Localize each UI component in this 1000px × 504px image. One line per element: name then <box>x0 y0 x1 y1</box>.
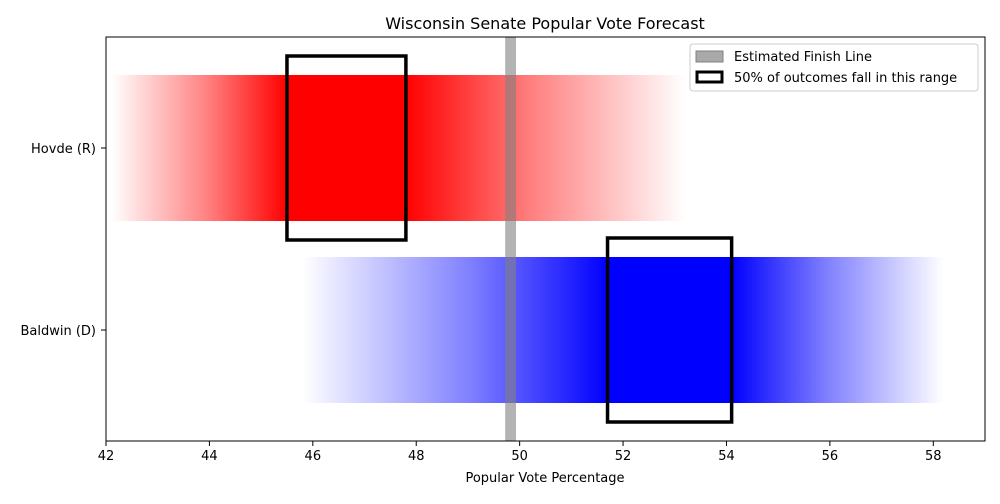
x-tick-label: 46 <box>305 449 322 464</box>
finish-line-band <box>505 37 517 441</box>
legend-range-label: 50% of outcomes fall in this range <box>734 71 957 86</box>
legend-frame <box>689 43 979 92</box>
x-tick-label: 54 <box>718 449 735 464</box>
y-tick-label-baldwin: Baldwin (D) <box>20 324 96 339</box>
distribution-bar-hovde <box>111 75 686 221</box>
x-tick-label: 48 <box>408 449 425 464</box>
legend: Estimated Finish Line 50% of outcomes fa… <box>689 43 979 92</box>
y-tick-label-hovde: Hovde (R) <box>31 142 96 157</box>
x-tick-label: 42 <box>98 449 115 464</box>
legend-finish-line-label: Estimated Finish Line <box>734 50 872 65</box>
x-tick-label: 56 <box>822 449 839 464</box>
iqr-box-hovde <box>285 54 408 242</box>
distribution-bar-baldwin <box>302 257 944 403</box>
x-axis-label: Popular Vote Percentage <box>465 471 624 486</box>
x-tick-label: 50 <box>511 449 528 464</box>
x-tick-label: 44 <box>201 449 218 464</box>
legend-range-swatch <box>695 70 724 84</box>
legend-finish-line-swatch <box>695 50 724 63</box>
x-tick-label: 58 <box>925 449 942 464</box>
x-tick-label: 52 <box>615 449 632 464</box>
chart-title: Wisconsin Senate Popular Vote Forecast <box>385 14 705 33</box>
iqr-box-baldwin <box>605 236 734 424</box>
plot-frame <box>105 36 986 442</box>
